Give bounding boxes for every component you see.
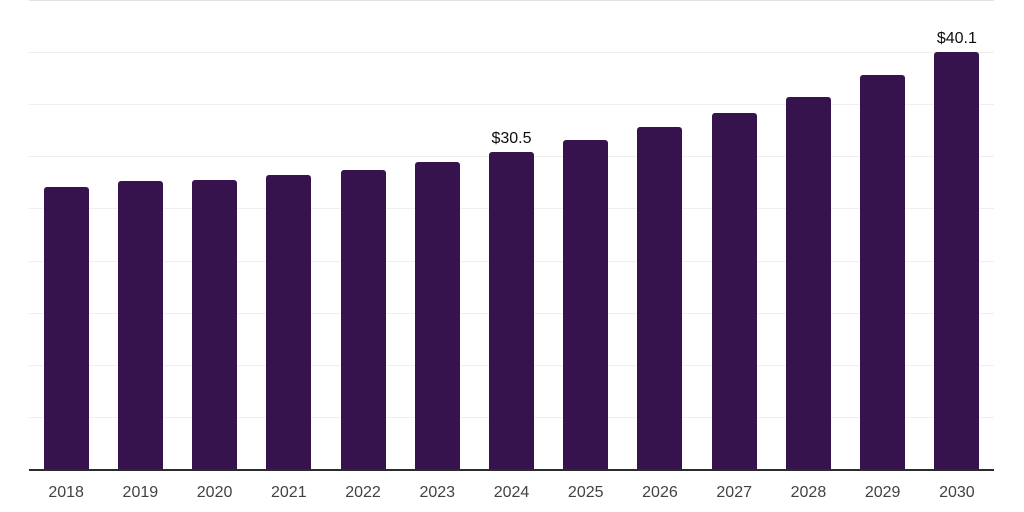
bar-2024 xyxy=(489,152,534,470)
x-tick-label-2029: 2029 xyxy=(864,484,901,501)
bar-2030 xyxy=(934,52,980,470)
bar-2029 xyxy=(860,75,906,470)
value-label-2030: $40.1 xyxy=(936,30,977,48)
x-tick-label-2026: 2026 xyxy=(642,484,678,501)
plot-area: $30.5 $40.1 xyxy=(29,0,994,471)
gridline xyxy=(29,0,994,1)
x-tick-label-2020: 2020 xyxy=(196,484,233,501)
x-axis-tick-labels: 2018 2019 2020 2021 2022 2023 2024 2025 2026 2027… xyxy=(29,484,994,506)
bar-2019 xyxy=(117,181,163,470)
x-axis-line xyxy=(29,469,994,471)
bar-2027 xyxy=(711,112,757,470)
gridline xyxy=(29,52,994,54)
x-tick-label-2018: 2018 xyxy=(48,484,84,501)
gridline xyxy=(29,104,994,106)
bar-2025 xyxy=(563,139,609,470)
x-tick-label-2025: 2025 xyxy=(567,484,604,501)
bar-2022 xyxy=(340,169,386,470)
value-label-2024: $30.5 xyxy=(491,130,532,148)
x-tick-label-2021: 2021 xyxy=(271,484,307,501)
x-tick-label-2027: 2027 xyxy=(716,484,752,501)
x-tick-label-2030: 2030 xyxy=(939,484,975,501)
x-tick-label-2024: 2024 xyxy=(493,484,530,501)
x-tick-label-2023: 2023 xyxy=(419,484,456,501)
bar-2018 xyxy=(43,186,89,470)
x-tick-label-2028: 2028 xyxy=(790,484,827,501)
bar-2021 xyxy=(266,175,312,470)
x-tick-label-2019: 2019 xyxy=(122,484,159,501)
bar-2026 xyxy=(637,127,683,470)
bar-2028 xyxy=(785,96,831,470)
x-tick-label-2022: 2022 xyxy=(345,484,381,501)
bar-2020 xyxy=(192,180,238,470)
bar-2023 xyxy=(414,161,460,470)
